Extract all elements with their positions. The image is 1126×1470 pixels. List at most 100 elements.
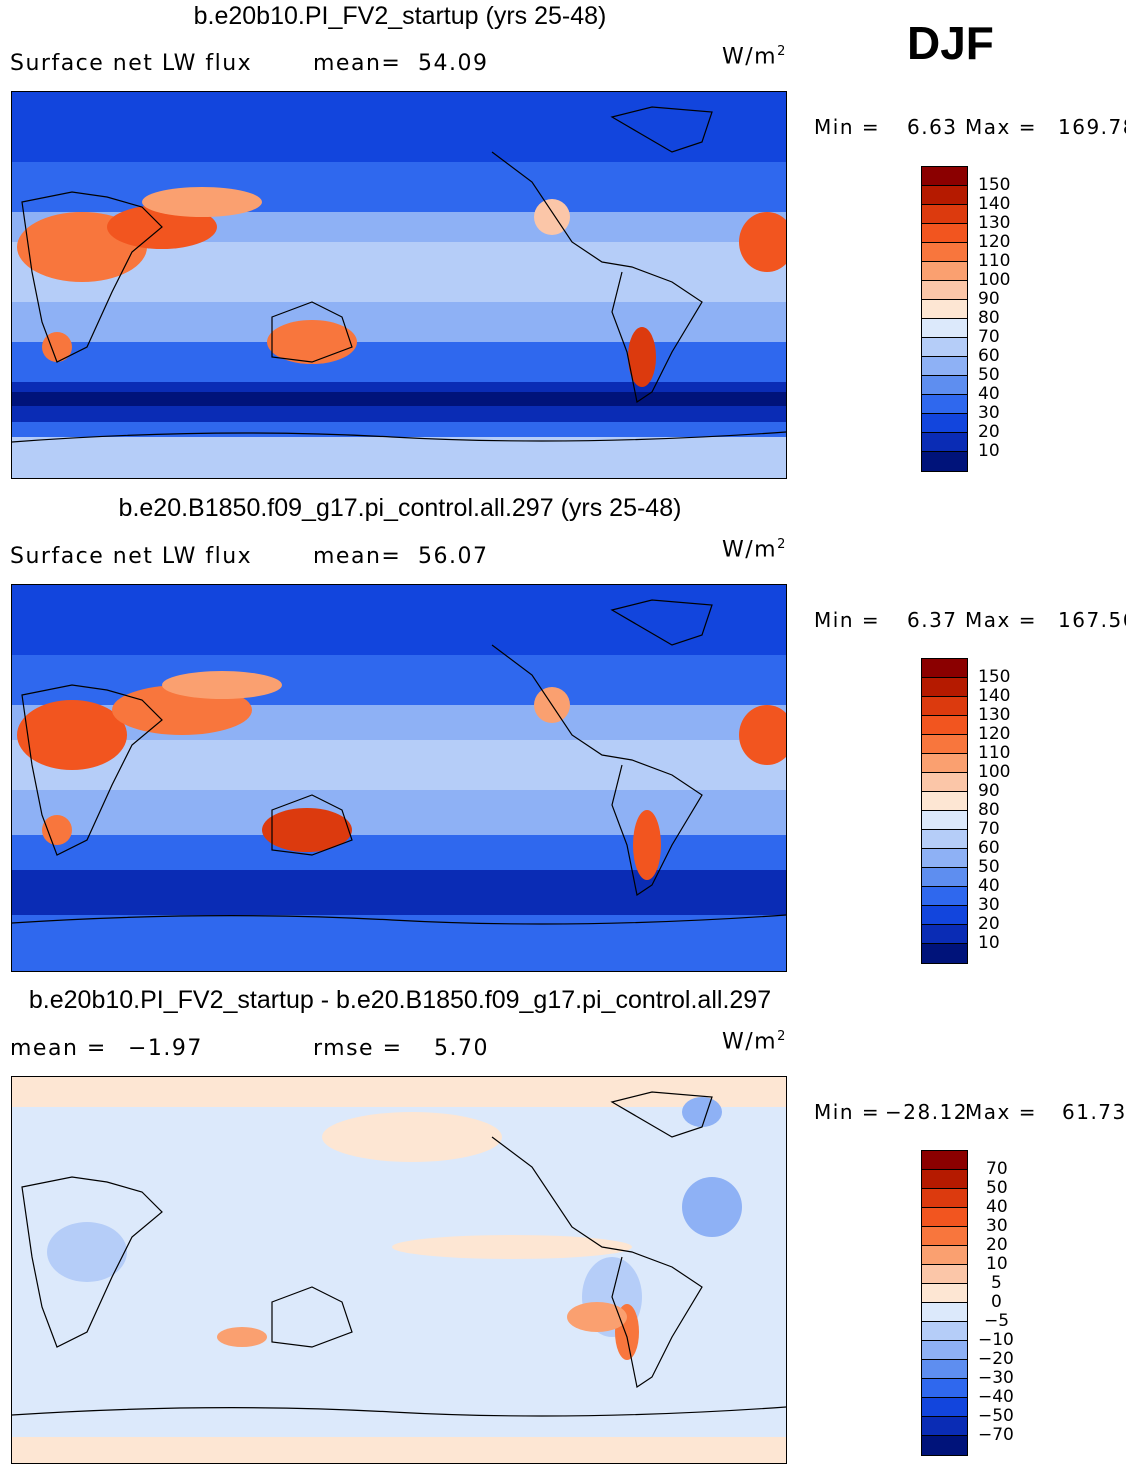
colorbar-tick: 140	[978, 686, 1011, 706]
season-label: DJF	[907, 17, 994, 69]
colorbar-segment	[922, 395, 967, 414]
panel-1-title: b.e20b10.PI_FV2_startup (yrs 25-48)	[193, 2, 607, 30]
panel-2-mean-label: mean=	[313, 544, 402, 569]
colorbar-tick: 110	[978, 251, 1011, 271]
colorbar-segment	[922, 338, 967, 357]
colorbar-tick: 0	[991, 1292, 1002, 1312]
colorbar-tick: 50	[978, 857, 1000, 877]
colorbar-segment	[922, 357, 967, 376]
colorbar-tick: −10	[978, 1330, 1014, 1350]
colorbar-tick: 90	[978, 289, 1000, 309]
panel-1-variable: Surface net LW flux	[10, 51, 253, 76]
colorbar-segment	[922, 1322, 967, 1341]
colorbar-segment	[922, 887, 967, 906]
colorbar-segment	[922, 433, 967, 452]
colorbar-tick: 10	[978, 933, 1000, 953]
colorbar-tick: 40	[978, 384, 1000, 404]
colorbar-segment	[922, 205, 967, 224]
colorbar-segment	[922, 243, 967, 262]
colorbar-tick: −50	[978, 1406, 1014, 1426]
colorbar-tick: 130	[978, 213, 1011, 233]
panel-3-rmse-label: rmse =	[313, 1036, 403, 1061]
panel-3-mean-label: mean =	[10, 1036, 107, 1061]
colorbar-segment	[922, 1398, 967, 1417]
colorbar-tick: 40	[978, 876, 1000, 896]
colorbar-segment	[922, 944, 967, 963]
panel-1-min-label: Min =	[814, 115, 881, 139]
panel-3-units: W/m2	[722, 1029, 787, 1055]
panel-1-colorbar	[921, 166, 968, 472]
colorbar-segment	[922, 319, 967, 338]
panel-1-max-label: Max =	[965, 115, 1037, 139]
panel-2-min-label: Min =	[814, 608, 881, 632]
colorbar-segment	[922, 1379, 967, 1398]
colorbar-tick: −70	[978, 1425, 1014, 1445]
colorbar-tick: 20	[986, 1235, 1008, 1255]
colorbar-segment	[922, 1341, 967, 1360]
colorbar-tick: 150	[978, 175, 1011, 195]
colorbar-segment	[922, 186, 967, 205]
colorbar-tick: 80	[978, 800, 1000, 820]
colorbar-tick: 10	[978, 441, 1000, 461]
colorbar-tick: 70	[978, 819, 1000, 839]
panel-2-mean-value: 56.07	[418, 544, 489, 569]
panel-1-mean-value: 54.09	[418, 51, 489, 76]
panel-1-min-value: 6.63	[907, 115, 958, 139]
colorbar-segment	[922, 868, 967, 887]
colorbar-tick: 50	[986, 1178, 1008, 1198]
colorbar-tick: 80	[978, 308, 1000, 328]
colorbar-tick: 120	[978, 724, 1011, 744]
colorbar-tick: 60	[978, 346, 1000, 366]
panel-3-min-label: Min =	[814, 1100, 881, 1124]
colorbar-segment	[922, 1284, 967, 1303]
colorbar-segment	[922, 830, 967, 849]
colorbar-tick: 30	[986, 1216, 1008, 1236]
panel-1-units: W/m2	[722, 44, 787, 70]
colorbar-segment	[922, 849, 967, 868]
colorbar-tick: 110	[978, 743, 1011, 763]
colorbar-segment	[922, 754, 967, 773]
colorbar-segment	[922, 716, 967, 735]
colorbar-segment	[922, 1417, 967, 1436]
colorbar-tick: 90	[978, 781, 1000, 801]
colorbar-segment	[922, 773, 967, 792]
panel-2-map	[11, 584, 787, 972]
colorbar-segment	[922, 1360, 967, 1379]
colorbar-segment	[922, 224, 967, 243]
colorbar-segment	[922, 281, 967, 300]
panel-3-min-value: −28.12	[885, 1100, 969, 1124]
panel-1-mean-label: mean=	[313, 51, 402, 76]
panel-2-variable: Surface net LW flux	[10, 544, 253, 569]
panel-2-max-label: Max =	[965, 608, 1037, 632]
panel-2-min-value: 6.37	[907, 608, 958, 632]
colorbar-tick: 140	[978, 194, 1011, 214]
colorbar-segment	[922, 167, 967, 186]
colorbar-segment	[922, 735, 967, 754]
colorbar-tick: 100	[978, 762, 1011, 782]
panel-3-max-value: 61.73	[1062, 1100, 1126, 1124]
colorbar-segment	[922, 792, 967, 811]
colorbar-tick: 30	[978, 895, 1000, 915]
colorbar-segment	[922, 925, 967, 944]
colorbar-tick: 70	[978, 327, 1000, 347]
colorbar-segment	[922, 452, 967, 471]
colorbar-tick: −5	[984, 1311, 1010, 1331]
panel-2-max-value: 167.56	[1058, 608, 1126, 632]
panel-2-title: b.e20.B1850.f09_g17.pi_control.all.297 (…	[118, 494, 682, 522]
colorbar-tick: 5	[991, 1273, 1002, 1293]
panel-1-max-value: 169.78	[1058, 115, 1126, 139]
colorbar-segment	[922, 1170, 967, 1189]
colorbar-tick: 150	[978, 667, 1011, 687]
panel-3-rmse-value: 5.70	[434, 1036, 489, 1061]
colorbar-tick: 20	[978, 422, 1000, 442]
colorbar-tick: 120	[978, 232, 1011, 252]
panel-3-colorbar	[921, 1150, 968, 1456]
colorbar-segment	[922, 376, 967, 395]
colorbar-segment	[922, 1436, 967, 1455]
colorbar-tick: 40	[986, 1197, 1008, 1217]
panel-2-colorbar	[921, 658, 968, 964]
colorbar-tick: 130	[978, 705, 1011, 725]
colorbar-tick: −40	[978, 1387, 1014, 1407]
colorbar-segment	[922, 300, 967, 319]
colorbar-tick: 100	[978, 270, 1011, 290]
